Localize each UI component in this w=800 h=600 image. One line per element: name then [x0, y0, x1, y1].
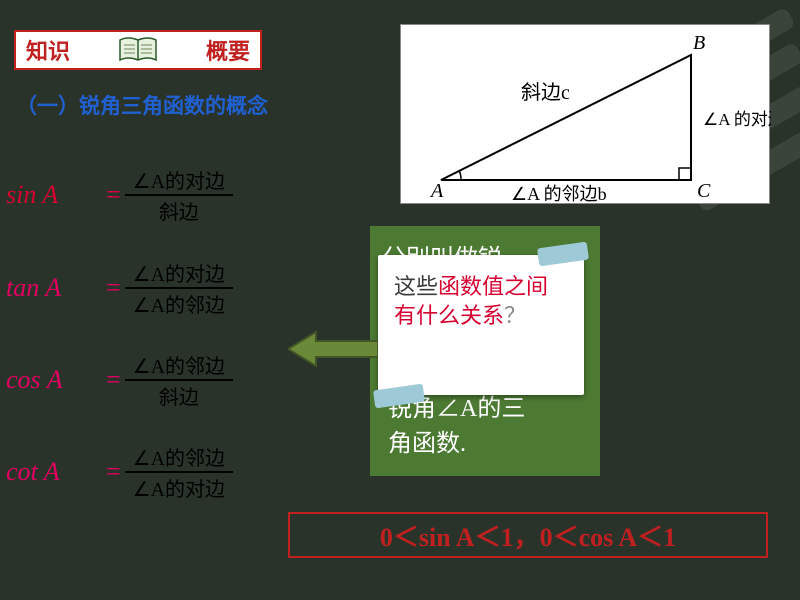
- tan-label: tan A: [6, 273, 102, 303]
- vertex-B: B: [693, 32, 705, 54]
- cos-den: 斜边: [125, 381, 233, 410]
- cos-definition: cos A = ∠A的邻边 斜边: [6, 350, 233, 410]
- scroll-text: 这些函数值之间 有什么关系？: [394, 273, 548, 330]
- scroll-card: 这些函数值之间 有什么关系？: [378, 255, 584, 395]
- cot-num: ∠A的邻边: [125, 442, 233, 473]
- tan-num: ∠A的对边: [125, 258, 233, 289]
- cot-definition: cot A = ∠A的邻边 ∠A的对边: [6, 442, 233, 502]
- vertex-A: A: [429, 180, 444, 202]
- header-left: 知识: [26, 34, 70, 66]
- opposite-label: ∠A 的对边a: [703, 110, 771, 129]
- sin-den: 斜边: [125, 196, 233, 225]
- range-box: 0＜sin A＜1，0＜cos A＜1: [288, 512, 768, 558]
- cot-den: ∠A的对边: [125, 473, 233, 502]
- arrow-left-icon: [288, 330, 378, 368]
- cos-label: cos A: [6, 365, 102, 395]
- book-icon: [118, 36, 158, 64]
- adjacent-label: ∠A 的邻边b: [511, 184, 607, 204]
- triangle-diagram: B A C 斜边c ∠A 的对边a ∠A 的邻边b: [400, 24, 770, 204]
- section-title: （一）锐角三角函数的概念: [16, 90, 268, 120]
- sin-definition: sin A = ∠A的对边 斜边: [6, 165, 233, 225]
- header-box: 知识 概要: [14, 30, 262, 70]
- vertex-C: C: [697, 180, 711, 202]
- tan-definition: tan A = ∠A的对边 ∠A的邻边: [6, 258, 233, 318]
- cos-num: ∠A的邻边: [125, 350, 233, 381]
- sin-label: sin A: [6, 180, 102, 210]
- hypotenuse-label: 斜边c: [521, 81, 570, 104]
- sin-num: ∠A的对边: [125, 165, 233, 196]
- tan-den: ∠A的邻边: [125, 289, 233, 318]
- cot-label: cot A: [6, 457, 102, 487]
- header-right: 概要: [206, 34, 250, 66]
